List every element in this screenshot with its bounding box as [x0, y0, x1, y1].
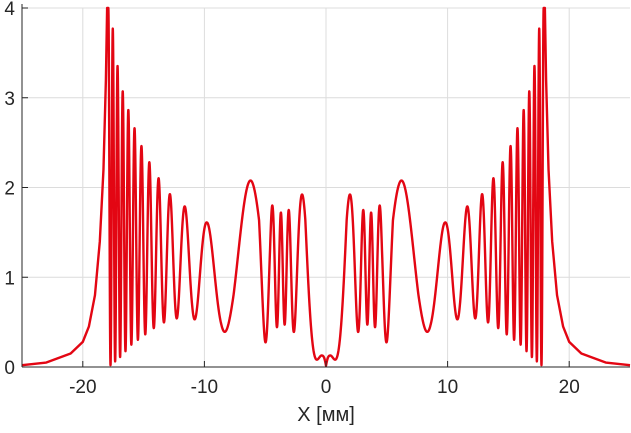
y-tick-label-2: 2 — [4, 179, 15, 200]
y-tick-label-1: 1 — [4, 268, 15, 289]
x-tick-label-3: 10 — [437, 377, 458, 398]
x-tick-label-2: 0 — [321, 377, 332, 398]
x-axis-label: X [мм] — [297, 404, 355, 426]
x-tick-label-4: 20 — [559, 377, 580, 398]
y-tick-label-0: 0 — [4, 358, 15, 379]
y-tick-label-4: 4 — [4, 0, 15, 20]
axes-group: -20 -10 0 10 20 0 1 2 3 4 — [4, 0, 630, 398]
x-tick-label-1: -10 — [191, 377, 218, 398]
y-tick-label-3: 3 — [4, 89, 15, 110]
x-tick-label-0: -20 — [69, 377, 96, 398]
